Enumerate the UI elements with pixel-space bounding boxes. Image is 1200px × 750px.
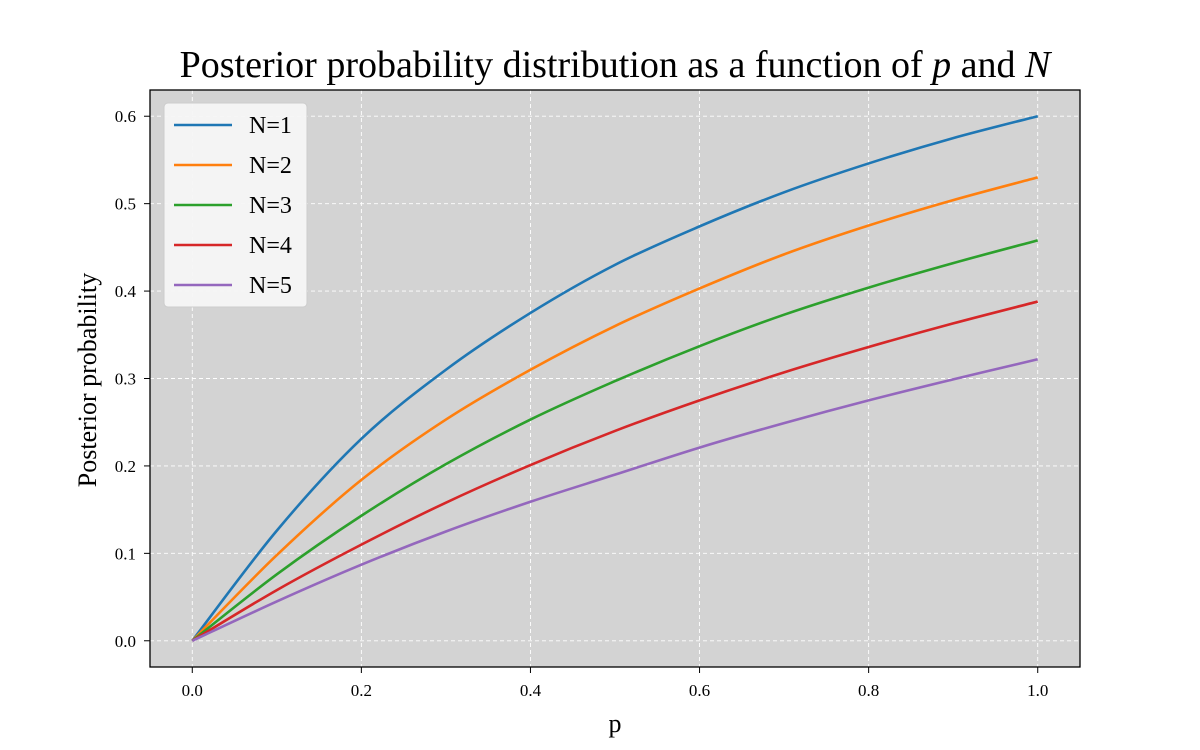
legend-label-n5: N=5 — [249, 273, 292, 299]
x-axis-label: p — [609, 709, 622, 738]
series-line-n4 — [191, 300, 1039, 642]
series-line-n5 — [191, 358, 1039, 642]
legend-label-n4: N=4 — [249, 233, 292, 259]
chart-title-var-n: N — [1024, 44, 1053, 86]
chart-title: Posterior probability distribution as a … — [180, 44, 1053, 86]
y-tick-label: 0.4 — [115, 282, 137, 301]
chart-title-and: and — [951, 44, 1025, 86]
chart-title-var-p: p — [929, 44, 951, 86]
x-tick-label: 0.4 — [520, 681, 542, 700]
y-tick-label: 0.6 — [115, 107, 136, 126]
x-tick-label: 0.0 — [182, 681, 203, 700]
legend-label-n1: N=1 — [249, 113, 292, 139]
legend-label-n3: N=3 — [249, 193, 292, 219]
axis-ticks: 0.0 0.2 0.4 0.6 0.8 1.0 0.0 0.1 0.2 0.3 0.4 0.5 0.6 — [115, 107, 1049, 700]
series-lines — [191, 114, 1039, 642]
x-tick-label: 0.2 — [351, 681, 372, 700]
series-line-n2 — [191, 176, 1039, 642]
legend-box — [163, 102, 308, 308]
legend: N=1 N=2 N=3 N=4 N=5 — [163, 102, 308, 308]
y-tick-label: 0.1 — [115, 544, 136, 563]
x-tick-label: 1.0 — [1027, 681, 1048, 700]
legend-label-n2: N=2 — [249, 153, 292, 179]
y-tick-label: 0.2 — [115, 457, 136, 476]
chart-title-text: Posterior probability distribution as a … — [180, 44, 933, 86]
series-line-n3 — [191, 239, 1039, 642]
y-tick-label: 0.0 — [115, 632, 136, 651]
y-tick-label: 0.5 — [115, 195, 136, 214]
x-tick-label: 0.8 — [858, 681, 879, 700]
series-line-n1 — [191, 114, 1039, 642]
y-tick-label: 0.3 — [115, 370, 136, 389]
x-tick-label: 0.6 — [689, 681, 710, 700]
y-axis-label: Posterior probability — [73, 273, 102, 487]
